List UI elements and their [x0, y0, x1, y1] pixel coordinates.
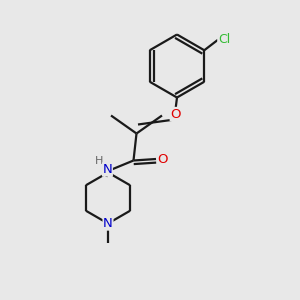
Text: O: O — [157, 152, 168, 166]
Text: N: N — [103, 163, 112, 176]
Text: O: O — [170, 107, 181, 121]
Text: H: H — [95, 155, 103, 166]
Text: Cl: Cl — [218, 33, 230, 46]
Text: N: N — [103, 217, 113, 230]
